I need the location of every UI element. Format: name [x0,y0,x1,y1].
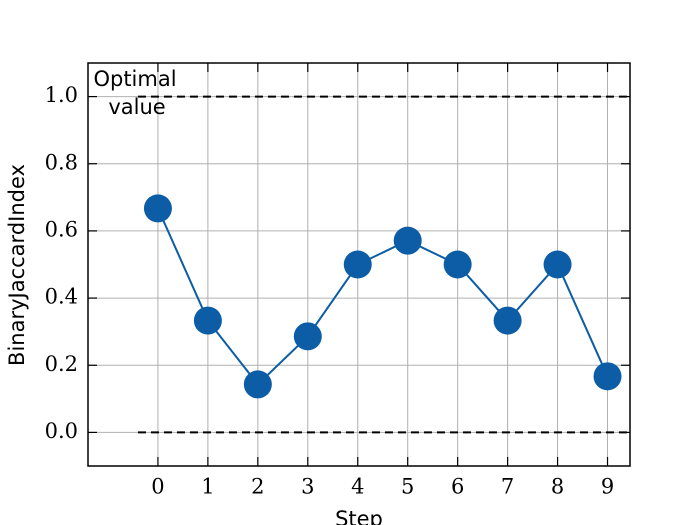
x-tick-label: 0 [151,475,164,499]
x-tick-label: 5 [401,475,414,499]
x-tick-label: 2 [251,475,264,499]
data-point [293,322,322,351]
data-point [443,250,472,279]
x-tick-label: 9 [601,475,614,499]
y-axis-label: BinaryJaccardIndex [5,164,29,366]
x-tick-label: 3 [301,475,314,499]
x-tick-label: 4 [351,475,364,499]
series-line [157,208,609,386]
data-point [143,194,172,223]
data-point [243,370,272,399]
data-point [493,306,522,335]
y-tick-label: 0.0 [45,419,78,443]
annotation: Optimal [93,67,176,91]
data-point [193,306,222,335]
y-tick-label: 1.0 [45,83,78,107]
x-tick-label: 8 [551,475,564,499]
y-tick-label: 0.6 [45,217,78,241]
x-axis-label: Step [335,507,383,525]
x-tick-label: 1 [201,475,214,499]
data-point [343,250,372,279]
x-tick-label: 7 [501,475,514,499]
data-point [393,226,422,255]
y-tick-label: 0.8 [45,150,78,174]
x-tick-label: 6 [451,475,464,499]
data-point [543,250,572,279]
y-tick-label: 0.4 [45,285,78,309]
annotation: value [108,95,165,119]
data-point [593,362,622,391]
plot-frame [87,62,631,467]
y-tick-label: 0.2 [45,352,78,376]
